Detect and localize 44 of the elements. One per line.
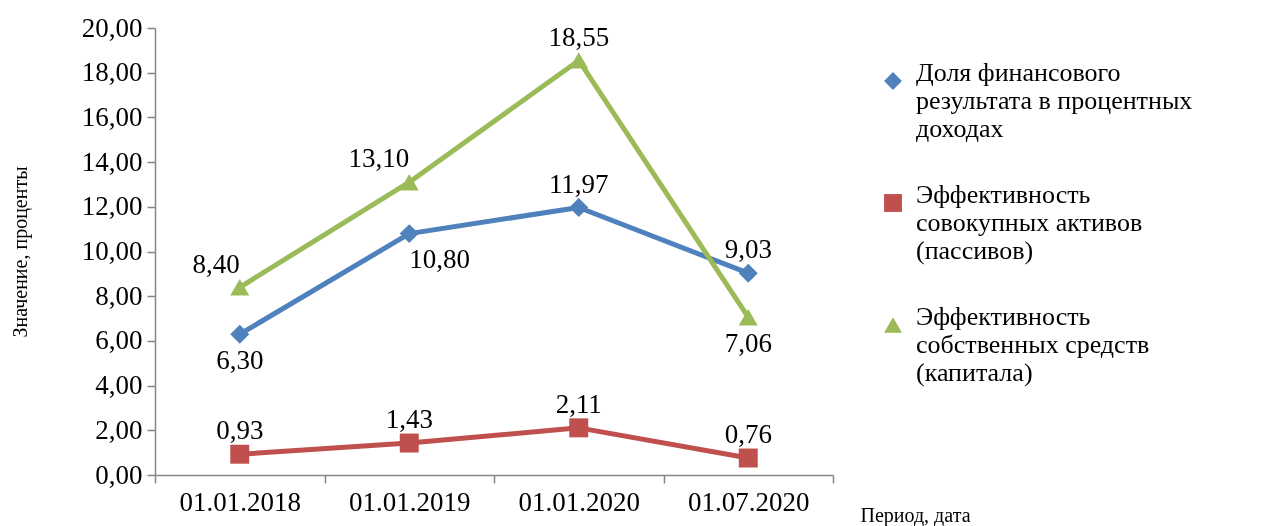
point [738, 448, 758, 468]
legend-label: Доля финансового результата в процентных доходах [916, 58, 1193, 143]
legend-label: Эффективность совокупных активов (пассивов) [916, 180, 1143, 265]
point [399, 174, 419, 191]
point [399, 433, 419, 453]
point [230, 324, 250, 344]
data-label: 13,10 [348, 143, 410, 174]
data-label: 7,06 [724, 327, 772, 358]
point [738, 308, 758, 326]
y-tick-label: 20,00 [81, 12, 143, 43]
data-label: 2,11 [555, 389, 602, 420]
point [230, 444, 250, 464]
data-label: 0,76 [724, 419, 772, 450]
legend-label: Эффективность собственных средств (капитала) [916, 302, 1150, 387]
point [569, 197, 589, 217]
data-label: 11,97 [548, 168, 609, 199]
data-label: 0,93 [216, 415, 264, 446]
point [738, 263, 758, 283]
y-tick-label: 18,00 [81, 57, 143, 88]
y-tick-label: 4,00 [95, 370, 143, 401]
x-tick-label: 01.01.2020 [518, 486, 640, 517]
y-tick-label: 0,00 [95, 459, 143, 490]
y-tick-label: 12,00 [81, 191, 143, 222]
x-tick-label: 01.01.2018 [179, 486, 301, 517]
y-tick-label: 10,00 [81, 236, 143, 266]
point [230, 279, 250, 296]
x-tick-label: 01.01.2019 [349, 486, 471, 517]
x-axis-title: Период, дата [860, 503, 971, 526]
data-label: 8,40 [192, 248, 240, 279]
point [569, 52, 589, 69]
data-label: 6,30 [216, 344, 264, 375]
y-axis-title: Значение, проценты [8, 166, 32, 338]
data-label: 10,80 [409, 244, 470, 275]
y-tick-label: 6,00 [95, 325, 143, 356]
point [569, 418, 589, 438]
y-tick-label: 16,00 [81, 101, 143, 132]
y-tick-label: 8,00 [95, 280, 143, 311]
point [399, 224, 419, 244]
data-label: 18,55 [548, 21, 610, 52]
data-label: 9,03 [724, 234, 772, 265]
data-label: 1,43 [385, 404, 433, 435]
y-tick-label: 2,00 [95, 414, 143, 445]
x-tick-label: 01.07.2020 [688, 486, 810, 517]
y-tick-label: 14,00 [81, 146, 143, 177]
